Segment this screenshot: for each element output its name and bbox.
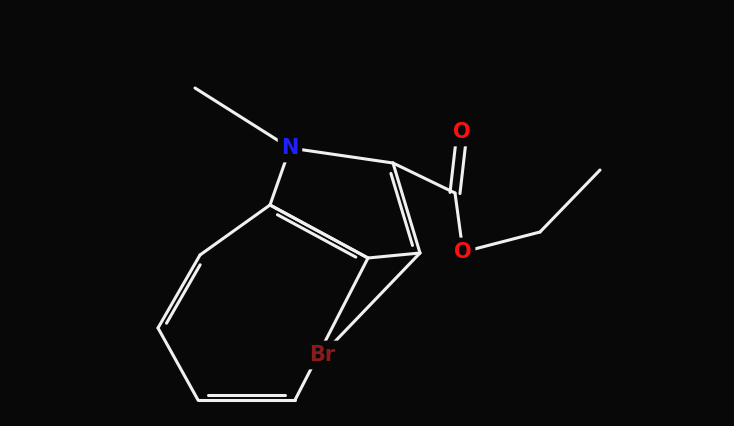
Text: N: N bbox=[280, 136, 300, 160]
Text: O: O bbox=[454, 242, 472, 262]
Text: O: O bbox=[453, 240, 473, 264]
Text: O: O bbox=[453, 122, 470, 142]
Text: Br: Br bbox=[308, 343, 337, 367]
Text: N: N bbox=[281, 138, 299, 158]
Text: Br: Br bbox=[309, 345, 335, 365]
Text: O: O bbox=[452, 120, 472, 144]
